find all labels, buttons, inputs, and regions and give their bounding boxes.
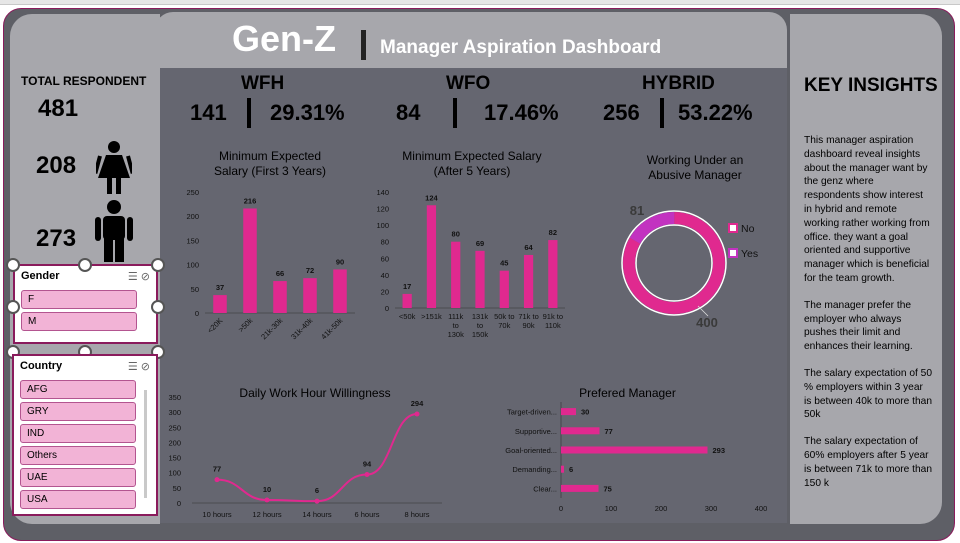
slicer-tools-icon[interactable]: ☰ ⊘ (127, 361, 150, 373)
gender-slicer[interactable]: Gender ☰ ⊘ F M (13, 264, 158, 344)
right-panel (790, 14, 942, 524)
chart-title-abusive: Working Under an Abusive Manager (646, 153, 744, 182)
spreadsheet-column-header (0, 0, 960, 5)
country-item[interactable]: USA (20, 490, 136, 509)
dashboard-title: Gen-Z (232, 18, 336, 59)
chart-title-salary-5y: Minimum Expected Salary (After 5 Years) (402, 149, 542, 178)
total-respondent-label: TOTAL RESPONDENT (21, 74, 147, 88)
total-respondent-value: 481 (38, 95, 79, 122)
kpi-wfh-title: WFH (241, 73, 285, 94)
key-insights-title: KEY INSIGHTS (804, 75, 938, 96)
resize-handle[interactable] (151, 300, 165, 314)
kpi-wfo-count: 84 (396, 100, 421, 125)
insight-paragraph: The salary expectation of 60% employers … (804, 436, 932, 489)
dashboard-subtitle: Manager Aspiration Dashboard (380, 37, 662, 58)
kpi-separator (453, 98, 457, 128)
center-panel (160, 68, 787, 523)
header-bar (155, 12, 787, 68)
kpi-hybrid-count: 256 (603, 100, 640, 125)
gender-item-m[interactable]: M (21, 312, 137, 331)
country-slicer-title: Country (20, 360, 63, 372)
gender-item-f[interactable]: F (21, 290, 137, 309)
country-item[interactable]: UAE (20, 468, 136, 487)
kpi-separator (247, 98, 251, 128)
country-item[interactable]: IND (20, 424, 136, 443)
country-item[interactable]: AFG (20, 380, 136, 399)
country-item[interactable]: GRY (20, 402, 136, 421)
gender-slicer-title: Gender (21, 270, 60, 282)
kpi-wfh-percent: 29.31% (270, 100, 345, 125)
kpi-wfo-percent: 17.46% (484, 100, 559, 125)
kpi-wfo-title: WFO (446, 73, 491, 94)
chart-title-work-hours: Daily Work Hour Willingness (239, 386, 391, 400)
slicer-scrollbar[interactable] (144, 390, 147, 498)
male-icon (95, 200, 133, 262)
female-count: 208 (36, 152, 77, 179)
resize-handle[interactable] (6, 300, 20, 314)
slicer-tools-icon[interactable]: ☰ ⊘ (127, 271, 150, 283)
title-separator (361, 30, 366, 60)
chart-title-manager: Prefered Manager (579, 386, 676, 400)
resize-handle[interactable] (151, 258, 165, 272)
kpi-hybrid-title: HYBRID (642, 73, 715, 94)
country-item[interactable]: Others (20, 446, 136, 465)
country-slicer[interactable]: Country ☰ ⊘ AFG GRY IND Others UAE USA (12, 354, 158, 516)
insight-paragraph: The manager prefer the employer who alwa… (804, 299, 913, 353)
insight-paragraph: This manager aspiration dashboard reveal… (804, 135, 930, 284)
kpi-separator (660, 98, 664, 128)
insight-paragraph: The salary expectation of 50 % employers… (804, 367, 932, 421)
male-count: 273 (36, 225, 77, 252)
key-insights-text: This manager aspiration dashboard reveal… (804, 134, 932, 503)
kpi-wfh-count: 141 (190, 100, 227, 125)
chart-title-salary-3y: Minimum Expected Salary (First 3 Years) (213, 149, 327, 178)
resize-handle[interactable] (6, 258, 20, 272)
resize-handle[interactable] (78, 258, 92, 272)
female-icon (96, 141, 132, 194)
kpi-hybrid-percent: 53.22% (678, 100, 753, 125)
